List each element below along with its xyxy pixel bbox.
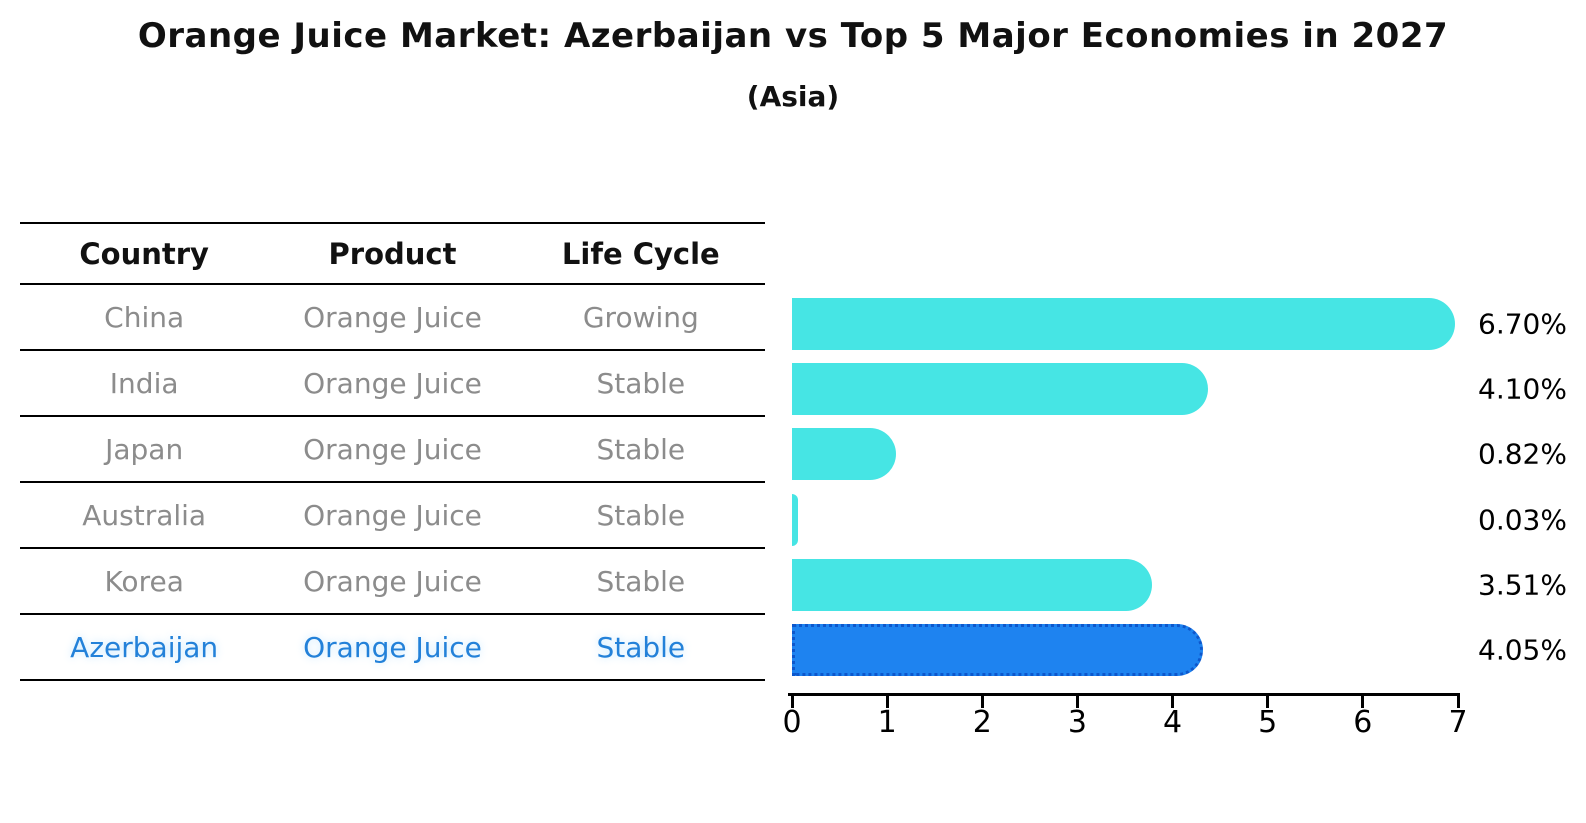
x-tick-label-7: 7 xyxy=(1448,705,1468,740)
table-header-row: Country Product Life Cycle xyxy=(20,222,765,285)
x-tick-label-5: 5 xyxy=(1258,705,1278,740)
x-axis-line xyxy=(788,693,1460,696)
table-header-country: Country xyxy=(79,236,209,271)
table-cell-product: Orange Juice xyxy=(303,366,482,400)
table-header-life-cycle: Life Cycle xyxy=(561,236,720,271)
table-cell-country: Azerbaijan xyxy=(70,630,219,664)
table-row-azerbaijan: Azerbaijan Orange Juice Stable xyxy=(20,615,765,681)
x-tick-label-6: 6 xyxy=(1353,705,1373,740)
table-cell-life-cycle: Stable xyxy=(596,630,686,664)
x-tick-label-4: 4 xyxy=(1163,705,1183,740)
x-tick-label-1: 1 xyxy=(877,705,897,740)
bar-japan xyxy=(792,428,897,481)
x-tick-mark-7 xyxy=(1456,696,1460,708)
x-tick-label-0: 0 xyxy=(782,705,802,740)
table-row-japan: Japan Orange Juice Stable xyxy=(20,417,765,483)
bar-india xyxy=(792,363,1209,416)
table-cell-life-cycle: Stable xyxy=(596,564,686,598)
table-cell-product: Orange Juice xyxy=(303,432,482,466)
table-row-australia: Australia Orange Juice Stable xyxy=(20,483,765,549)
x-tick-label-3: 3 xyxy=(1067,705,1087,740)
bar-value-label-korea: 3.51% xyxy=(1478,568,1567,602)
chart-subtitle: (Asia) xyxy=(746,80,840,113)
table-header-product: Product xyxy=(328,236,457,271)
table-cell-country: Japan xyxy=(105,432,184,466)
table-cell-life-cycle: Stable xyxy=(596,498,686,532)
table-cell-country: India xyxy=(109,366,179,400)
table-cell-life-cycle: Stable xyxy=(596,366,686,400)
table-cell-country: China xyxy=(104,300,185,334)
bar-value-label-india: 4.10% xyxy=(1478,372,1567,406)
table-cell-product: Orange Juice xyxy=(303,498,482,532)
table-row-korea: Korea Orange Juice Stable xyxy=(20,549,765,615)
table-row-india: India Orange Juice Stable xyxy=(20,351,765,417)
x-tick-mark-5 xyxy=(1266,696,1270,708)
x-tick-mark-3 xyxy=(1075,696,1079,708)
bar-value-label-australia: 0.03% xyxy=(1478,503,1567,537)
bar-australia xyxy=(792,493,798,546)
bar-azerbaijan xyxy=(792,624,1204,676)
x-tick-mark-0 xyxy=(790,696,794,708)
x-tick-mark-6 xyxy=(1361,696,1365,708)
bar-value-label-china: 6.70% xyxy=(1478,307,1567,341)
bar-value-label-japan: 0.82% xyxy=(1478,437,1567,471)
table-cell-product: Orange Juice xyxy=(303,630,482,664)
country-table: Country Product Life Cycle China Orange J… xyxy=(20,222,765,681)
x-tick-mark-4 xyxy=(1171,696,1175,708)
x-tick-label-2: 2 xyxy=(972,705,992,740)
bar-value-label-azerbaijan: 4.05% xyxy=(1478,633,1567,667)
table-row-china: China Orange Juice Growing xyxy=(20,285,765,351)
x-tick-mark-1 xyxy=(885,696,889,708)
chart-title: Orange Juice Market: Azerbaijan vs Top 5… xyxy=(137,16,1449,56)
table-body: China Orange Juice Growing India Orange Juic… xyxy=(20,285,765,681)
x-tick-mark-2 xyxy=(980,696,984,708)
table-cell-life-cycle: Growing xyxy=(582,300,699,334)
table-cell-product: Orange Juice xyxy=(303,564,482,598)
table-cell-life-cycle: Stable xyxy=(596,432,686,466)
table-cell-country: Australia xyxy=(82,498,207,532)
bar-china xyxy=(792,298,1456,350)
table-cell-product: Orange Juice xyxy=(303,300,482,334)
bar-korea xyxy=(792,558,1152,611)
table-cell-country: Korea xyxy=(104,564,184,598)
